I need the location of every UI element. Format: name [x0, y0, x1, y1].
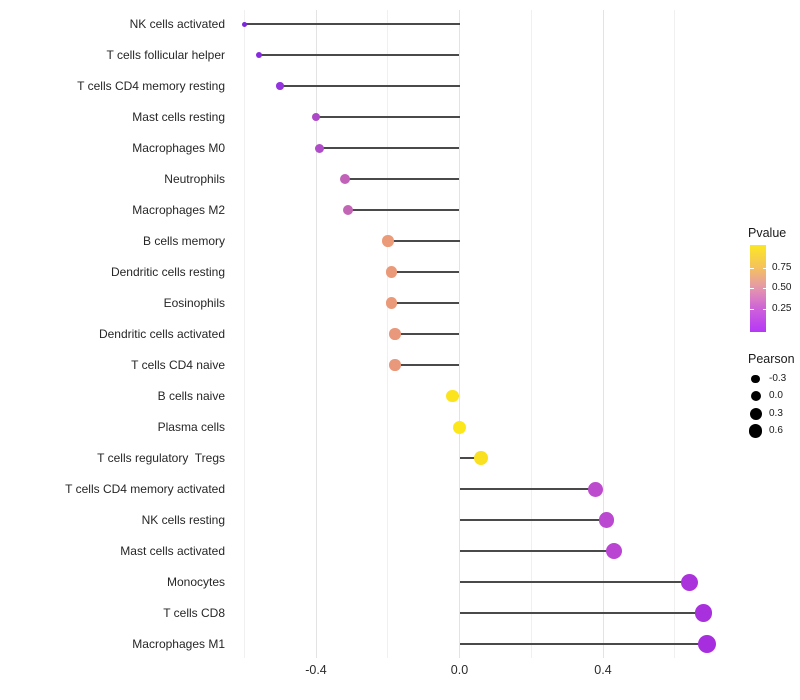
x-axis-tick-label: 0.0	[450, 663, 469, 677]
category-label: B cells naive	[157, 388, 225, 403]
lollipop-dot	[694, 604, 713, 622]
lollipop-stem	[459, 488, 596, 490]
category-label: Plasma cells	[157, 419, 225, 434]
category-label: T cells CD4 memory resting	[77, 78, 225, 93]
colorbar-tick	[750, 309, 754, 311]
lollipop-stem	[459, 550, 614, 552]
colorbar-tick	[762, 309, 766, 311]
category-label: Macrophages M0	[132, 140, 225, 155]
pearson-legend-label: 0.0	[769, 390, 783, 402]
lollipop-dot	[315, 143, 325, 153]
category-label: Dendritic cells activated	[98, 326, 225, 341]
x-gridline-major	[315, 10, 317, 658]
category-label: T cells follicular helper	[106, 47, 226, 62]
lollipop-dot	[241, 21, 247, 27]
lollipop-dot	[339, 174, 350, 184]
pearson-legend-label: -0.3	[769, 373, 787, 384]
colorbar-tick	[762, 267, 766, 269]
category-label: T cells CD8	[163, 605, 225, 620]
category-label: Eosinophils	[163, 295, 225, 310]
category-label: Dendritic cells resting	[110, 264, 225, 279]
lollipop-dot	[389, 328, 401, 340]
lollipop-dot	[343, 205, 354, 215]
colorbar-tick	[750, 287, 754, 289]
lollipop-stem	[319, 147, 460, 149]
lollipop-stem	[387, 240, 460, 242]
colorbar-tick	[750, 267, 754, 269]
colorbar-tick-label: 0.50	[772, 281, 792, 293]
lollipop-dot	[385, 297, 398, 309]
pvalue-colorbar	[750, 245, 766, 332]
x-axis-tick-label: -0.4	[305, 663, 327, 677]
lollipop-stem	[459, 519, 607, 521]
lollipop-stem	[316, 116, 460, 118]
lollipop-dot	[276, 82, 284, 90]
lollipop-stem	[280, 85, 460, 87]
pearson-legend-label: 0.3	[769, 407, 783, 419]
x-axis-tick-label: 0.4	[594, 663, 612, 677]
lollipop-stem	[344, 178, 460, 180]
category-label: T cells CD4 memory activated	[65, 481, 225, 496]
lollipop-dot	[389, 359, 401, 371]
category-label: NK cells resting	[141, 512, 225, 527]
pearson-legend-dot	[748, 424, 763, 438]
lollipop-dot	[698, 635, 717, 653]
x-gridline-minor	[674, 10, 676, 658]
x-gridline-major	[602, 10, 604, 658]
lollipop-stem	[391, 302, 460, 304]
pearson-legend-dot	[749, 407, 762, 420]
category-label: Macrophages M1	[132, 636, 225, 651]
category-label: T cells CD4 naive	[131, 357, 225, 372]
lollipop-dot	[446, 389, 459, 403]
lollipop-dot	[474, 451, 489, 465]
category-label: Monocytes	[166, 574, 225, 589]
lollipop-stem	[459, 457, 482, 459]
lollipop-stem	[394, 364, 460, 366]
colorbar-tick	[762, 287, 766, 289]
category-label: Mast cells activated	[120, 543, 225, 558]
lollipop-dot	[588, 481, 604, 497]
lollipop-dot	[311, 112, 321, 122]
lollipop-stem	[394, 333, 460, 335]
lollipop-dot	[382, 235, 394, 247]
lollipop-dot	[255, 52, 262, 58]
category-label: NK cells activated	[129, 16, 225, 31]
category-label: Mast cells resting	[132, 109, 225, 124]
lollipop-stem	[459, 643, 708, 645]
category-label: Neutrophils	[164, 171, 225, 186]
x-gridline-minor	[530, 10, 532, 658]
x-gridline-minor	[387, 10, 389, 658]
colorbar-tick-label: 0.25	[772, 303, 792, 315]
category-label: Macrophages M2	[132, 202, 225, 217]
x-gridline-minor	[243, 10, 245, 658]
pearson-legend-label: 0.6	[769, 424, 783, 436]
lollipop-stem	[391, 271, 460, 273]
pearson-legend-title: Pearson	[748, 352, 795, 366]
pearson-legend-dot	[750, 391, 761, 402]
colorbar-tick-label: 0.75	[772, 261, 792, 273]
category-label: B cells memory	[142, 233, 225, 248]
lollipop-dot	[453, 420, 466, 434]
lollipop-stem	[459, 612, 704, 614]
lollipop-stem	[244, 23, 460, 25]
lollipop-stem	[459, 581, 690, 583]
lollipop-dot	[598, 512, 615, 528]
x-gridline-major	[459, 10, 460, 658]
pvalue-legend-title: Pvalue	[748, 226, 787, 240]
lollipop-stem	[348, 209, 460, 211]
category-label: T cells regulatory Tregs	[97, 450, 225, 465]
lollipop-stem	[258, 54, 460, 56]
lollipop-dot	[680, 573, 698, 591]
pearson-legend-dot	[751, 374, 760, 384]
lollipop-dot	[385, 266, 398, 278]
lollipop-dot	[605, 543, 622, 559]
